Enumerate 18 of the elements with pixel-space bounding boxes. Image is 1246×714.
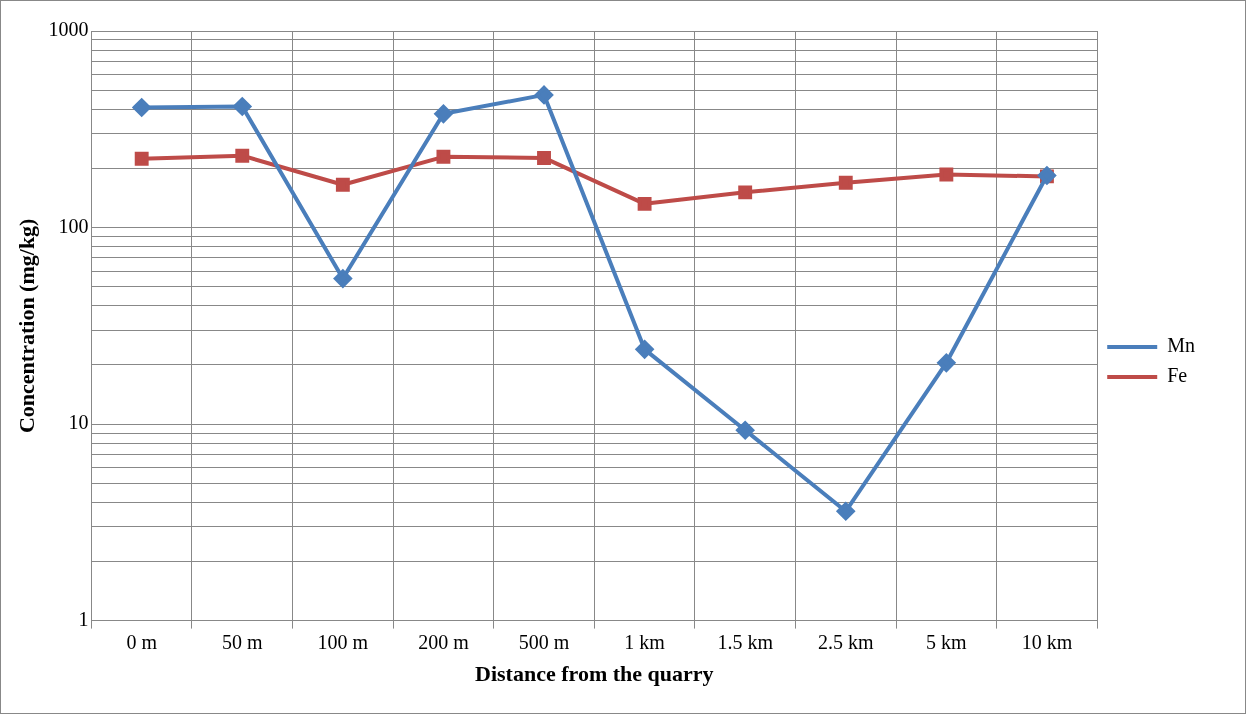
x-tick-label: 1 km (624, 630, 666, 653)
y-tick-label: 100 (58, 214, 89, 237)
x-tick-label: 100 m (317, 630, 369, 653)
legend-label: Mn (1167, 334, 1196, 357)
x-tick-label: 5 km (926, 630, 968, 653)
x-tick-label: 2.5 km (817, 630, 874, 653)
y-tick-label: 1 (78, 607, 89, 630)
y-axis-title: Concentration (mg/kg) (13, 218, 39, 434)
x-axis-title: Distance from the quarry (475, 661, 714, 687)
x-tick-label: 1.5 km (717, 630, 774, 653)
x-tick-label: 200 m (418, 630, 470, 653)
legend-label: Fe (1167, 364, 1188, 387)
x-tick-label: 0 m (126, 630, 158, 653)
y-tick-label: 10 (68, 411, 89, 434)
x-tick-label: 10 km (1021, 630, 1073, 653)
x-tick-label: 500 m (518, 630, 570, 653)
x-tick-label: 50 m (221, 630, 263, 653)
y-tick-label: 1000 (48, 18, 89, 41)
